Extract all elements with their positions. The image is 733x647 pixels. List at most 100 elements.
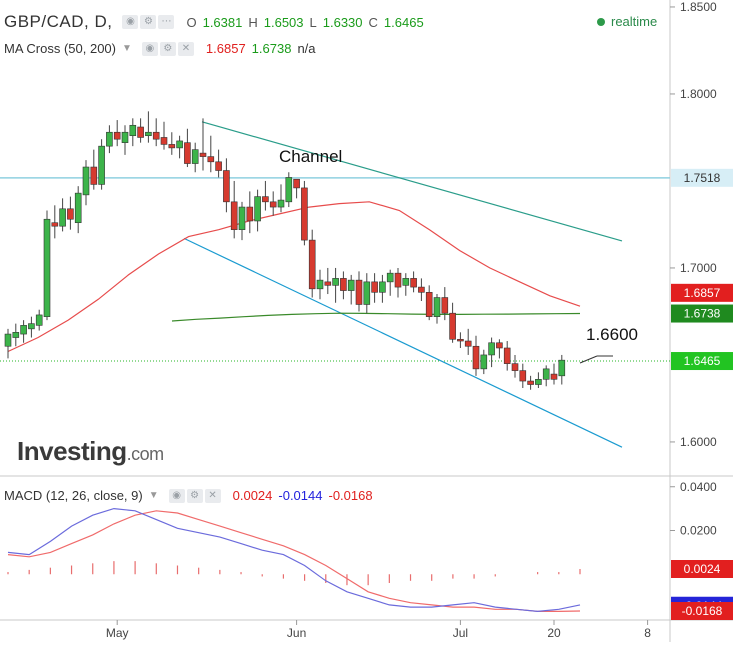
eye-icon[interactable]: ◉	[168, 488, 185, 503]
candle-body[interactable]	[51, 222, 59, 227]
eye-icon[interactable]: ◉	[122, 15, 139, 29]
candle-body[interactable]	[285, 177, 293, 203]
candle-body[interactable]	[332, 278, 339, 286]
candle-body[interactable]	[4, 333, 12, 347]
candle-body[interactable]	[527, 380, 534, 385]
candle-body[interactable]	[20, 325, 27, 335]
candle-body[interactable]	[340, 278, 347, 291]
candle-body[interactable]	[98, 145, 105, 185]
candle-body[interactable]	[67, 208, 74, 220]
candle-body[interactable]	[410, 278, 417, 288]
candle-body[interactable]	[418, 286, 425, 293]
macd-controls[interactable]: ◉ ⚙ ✕	[168, 488, 221, 503]
eye-icon[interactable]: ◉	[141, 41, 158, 56]
candle-body[interactable]	[160, 137, 168, 145]
candle-body[interactable]	[59, 208, 66, 227]
candle-body[interactable]	[90, 166, 98, 185]
candle-body[interactable]	[238, 206, 246, 230]
candle-body[interactable]	[449, 312, 456, 340]
candle-body[interactable]	[277, 199, 285, 208]
candle-body[interactable]	[511, 363, 519, 371]
candle-body[interactable]	[12, 332, 20, 338]
candle-body[interactable]	[106, 131, 113, 147]
close-icon[interactable]: ✕	[177, 41, 194, 56]
candle-body[interactable]	[464, 340, 472, 347]
close-icon[interactable]: ✕	[204, 488, 221, 503]
price-tick-label: 1.8000	[680, 87, 717, 101]
channel-upper-line[interactable]	[201, 121, 623, 242]
candle-body[interactable]	[542, 368, 550, 380]
candle-body[interactable]	[152, 131, 160, 140]
candle-body[interactable]	[402, 278, 410, 286]
candle-body[interactable]	[550, 373, 558, 380]
candle-body[interactable]	[28, 323, 35, 330]
candle-body[interactable]	[246, 206, 254, 222]
candle-body[interactable]	[230, 201, 238, 230]
candle-body[interactable]	[137, 126, 144, 138]
candle-body[interactable]	[129, 124, 137, 137]
more-icon[interactable]: ⋯	[158, 15, 175, 29]
candle-body[interactable]	[535, 379, 542, 385]
candle-body[interactable]	[74, 192, 82, 224]
candle-body[interactable]	[121, 131, 129, 143]
candle-body[interactable]	[386, 272, 394, 283]
candle-body[interactable]	[207, 156, 215, 163]
candle-body[interactable]	[316, 279, 324, 290]
candle-body[interactable]	[433, 297, 441, 317]
candle-body[interactable]	[254, 196, 261, 222]
channel-annotation: Channel	[279, 147, 342, 166]
candle-body[interactable]	[191, 149, 199, 164]
candle-body[interactable]	[145, 131, 152, 137]
candle-body[interactable]	[457, 338, 464, 342]
macd-dropdown-icon[interactable]: ▼	[148, 490, 159, 501]
open-label: O	[186, 14, 197, 30]
time-tick-label: Jul	[453, 626, 468, 640]
candle-body[interactable]	[355, 279, 363, 305]
candle-body[interactable]	[425, 292, 433, 317]
macd-hist-value: 0.0024	[232, 488, 273, 503]
candle-body[interactable]	[184, 142, 191, 164]
candle-body[interactable]	[35, 314, 43, 326]
candle-body[interactable]	[394, 272, 402, 288]
channel-lower-line[interactable]	[183, 237, 623, 448]
candle-body[interactable]	[168, 144, 176, 149]
series-controls[interactable]: ◉ ⚙ ⋯	[122, 15, 175, 29]
ma50-line	[7, 201, 581, 353]
candle-body[interactable]	[223, 170, 230, 203]
candle-body[interactable]	[215, 161, 222, 171]
candle-body[interactable]	[371, 281, 378, 293]
candle-body[interactable]	[269, 201, 277, 208]
candle-body[interactable]	[441, 297, 449, 314]
candle-body[interactable]	[519, 370, 527, 382]
resistance-price-label-bg	[671, 168, 733, 187]
time-tick-label: May	[106, 626, 129, 640]
candle-body[interactable]	[324, 281, 332, 286]
candle-body[interactable]	[176, 140, 183, 149]
gear-icon[interactable]: ⚙	[140, 15, 157, 29]
candle-body[interactable]	[293, 178, 300, 189]
candle-body[interactable]	[262, 196, 269, 203]
ma-dropdown-icon[interactable]: ▼	[122, 43, 132, 54]
candle-body[interactable]	[379, 281, 386, 293]
candle-body[interactable]	[301, 187, 308, 241]
candle-body[interactable]	[113, 131, 121, 140]
high-value: 1.6503	[263, 14, 304, 30]
price-legend: GBP/CAD, D, ◉ ⚙ ⋯ O 1.6381 H 1.6503 L 1.63…	[4, 12, 424, 32]
ma-controls[interactable]: ◉ ⚙ ✕	[141, 41, 194, 56]
candle-body[interactable]	[472, 345, 480, 370]
candle-body[interactable]	[503, 347, 511, 364]
candle-body[interactable]	[308, 239, 316, 290]
candle-body[interactable]	[488, 342, 495, 356]
candle-body[interactable]	[480, 354, 488, 370]
candle-body[interactable]	[363, 281, 371, 305]
candle-body[interactable]	[43, 218, 51, 317]
gear-icon[interactable]: ⚙	[159, 41, 176, 56]
candle-body[interactable]	[347, 279, 355, 291]
gear-icon[interactable]: ⚙	[186, 488, 203, 503]
candle-body[interactable]	[199, 152, 207, 157]
candle-body[interactable]	[496, 342, 503, 349]
candle-body[interactable]	[82, 166, 90, 196]
candle-body[interactable]	[558, 359, 566, 377]
